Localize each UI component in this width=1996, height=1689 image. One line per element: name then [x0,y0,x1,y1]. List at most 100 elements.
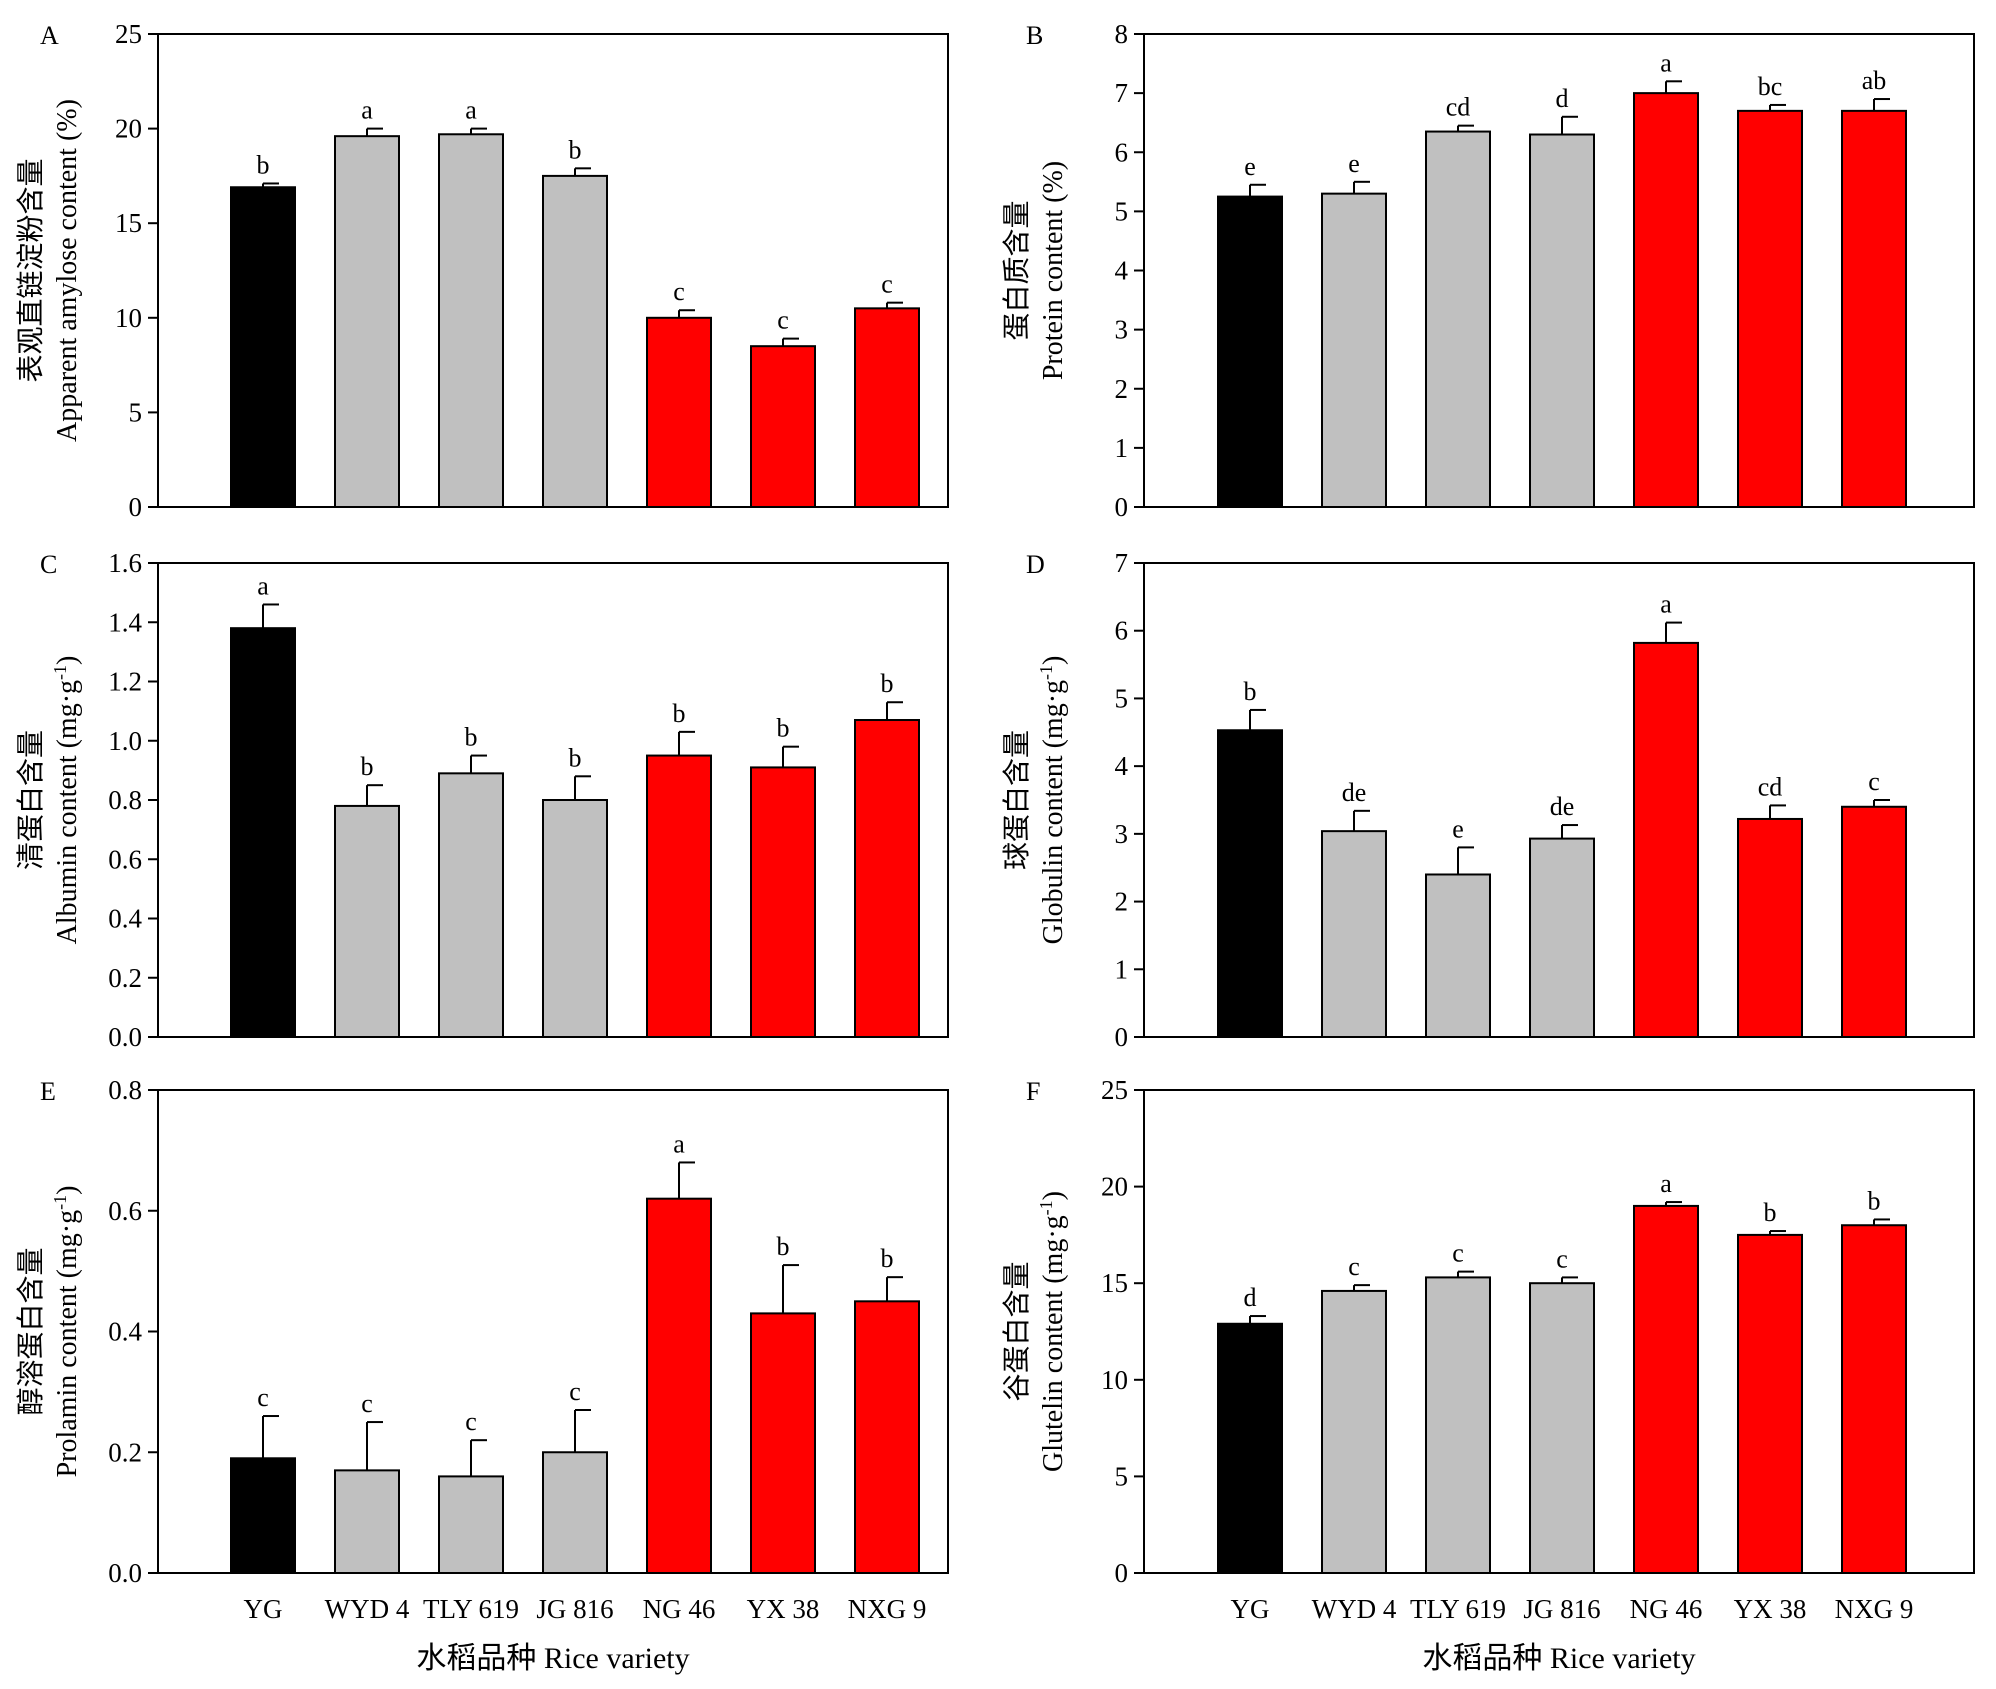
bar-jg-816 [542,1451,608,1574]
bar-wyd-4 [1321,1289,1387,1574]
bar-ng-46 [646,316,712,508]
y-axis-title-en: Glutelin content (mg·g-1) [1036,1191,1069,1472]
bar-yx-38 [1737,817,1803,1039]
significance-label: b [777,714,790,743]
significance-label: a [361,96,373,125]
x-tick-label: TLY 619 [423,1594,519,1624]
x-tick-label: NXG 9 [1835,1594,1914,1624]
bar-jg-816 [1529,133,1595,508]
bar-yx-38 [1737,109,1803,509]
y-axis-title-en: Apparent amylose content (%) [52,99,83,442]
significance-label: a [1660,590,1672,619]
bar-tly-619 [1425,873,1491,1038]
panel-letter: E [40,1077,56,1106]
y-tick-label: 15 [115,208,142,238]
x-tick-label: YG [1231,1594,1270,1624]
significance-label: b [881,669,894,698]
bar-yg [1217,1322,1283,1574]
significance-label: d [1244,1283,1257,1312]
significance-label: c [881,270,893,299]
significance-label: c [569,1377,581,1406]
y-tick-label: 5 [1115,196,1129,226]
bar-yg [230,1457,296,1574]
y-tick-label: 5 [129,397,143,427]
bar-ng-46 [1633,92,1699,508]
significance-label: b [361,752,374,781]
panel-letter: B [1026,21,1043,50]
bar-yg [230,186,296,508]
y-axis-title: 蛋白质含量 Protein content (%) [1001,161,1069,380]
x-axis-title: 水稻品种 Rice variety [1422,1642,1695,1675]
x-tick-label: NXG 9 [848,1594,927,1624]
bar-yg [1217,195,1283,508]
y-tick-label: 0.2 [108,963,142,993]
bar-jg-816 [1529,837,1595,1039]
bar-ng-46 [1633,641,1699,1038]
significance-label: d [1556,84,1569,113]
significance-label: e [1244,152,1256,181]
significance-label: c [673,277,685,306]
significance-label: de [1550,792,1575,821]
bar-yx-38 [1737,1233,1803,1575]
panel-b: B 0 1 2 3 4 5 6 7 8 蛋白质含量 Protein content (%) e e cd d a… [1001,19,1975,522]
panel-letter: D [1026,550,1045,579]
y-axis-title-en: Albumin content (mg·g-1) [50,656,83,945]
y-tick-label: 1 [1115,433,1129,463]
panel-letter: A [40,21,59,50]
y-tick-label: 0.2 [108,1437,142,1467]
bar-nxg-9 [854,307,920,508]
y-axis-title-cn: 醇溶蛋白含量 [15,1247,47,1415]
y-tick-label: 25 [1101,1075,1128,1105]
y-tick-label: 0 [129,492,143,522]
y-tick-label: 0.6 [108,1196,142,1226]
y-tick-label: 1.0 [108,726,142,756]
significance-label: a [673,1129,685,1158]
y-tick-label: 1.4 [108,607,142,637]
x-tick-label: TLY 619 [1410,1594,1506,1624]
y-axis-title-en: Protein content (%) [1038,161,1069,380]
bar-wyd-4 [334,135,400,508]
y-tick-label: 1 [1115,954,1129,984]
panel-letter: C [40,550,57,579]
y-axis-title-cn: 球蛋白含量 [1001,730,1033,870]
y-tick-label: 0.8 [108,1075,142,1105]
x-tick-label: WYD 4 [325,1594,410,1624]
bar-yg [1217,729,1283,1038]
x-tick-label: WYD 4 [1312,1594,1397,1624]
y-axis-title: 谷蛋白含量 Glutelin content (mg·g-1) [1001,1191,1069,1472]
y-tick-label: 7 [1115,78,1129,108]
panel-f: F 0 5 10 15 20 25 谷蛋白含量 Glutelin content (mg·g-1… [1001,1075,1975,1675]
significance-label: b [1244,677,1257,706]
significance-label: c [1868,767,1880,796]
y-axis-title: 表观直链淀粉含量 Apparent amylose content (%) [15,99,83,442]
significance-label: e [1348,149,1360,178]
y-tick-label: 5 [1115,1461,1129,1491]
bar-tly-619 [1425,1276,1491,1575]
y-tick-label: 25 [115,19,142,49]
bar-nxg-9 [854,719,920,1038]
significance-label: b [257,150,270,179]
y-tick-label: 2 [1115,374,1129,404]
bar-tly-619 [438,1475,504,1575]
y-tick-label: 0 [1115,1022,1129,1052]
y-axis-title-cn: 谷蛋白含量 [1001,1261,1033,1401]
y-tick-label: 6 [1115,616,1129,646]
significance-label: b [465,723,478,752]
x-axis-title: 水稻品种 Rice variety [416,1642,689,1675]
significance-label: c [1348,1252,1360,1281]
panel-letter: F [1026,1077,1040,1106]
bar-ng-46 [1633,1204,1699,1575]
y-tick-label: 2 [1115,887,1129,917]
x-tick-label: YX 38 [1734,1594,1807,1624]
panel-c: C 0.0 0.2 0.4 0.6 0.8 1.0 1.2 1.4 1.6 清蛋白含量 Albumin… [15,548,949,1052]
bar-wyd-4 [1321,830,1387,1038]
y-tick-label: 0 [1115,1558,1129,1588]
significance-label: a [257,571,269,600]
significance-label: b [673,699,686,728]
y-tick-label: 1.2 [108,667,142,697]
bar-nxg-9 [1841,805,1907,1038]
panel-e: E 0.0 0.2 0.4 0.6 0.8 醇溶蛋白含量 Prolamin content (… [15,1075,949,1675]
x-tick-label: JG 816 [536,1594,613,1624]
y-tick-label: 20 [115,114,142,144]
